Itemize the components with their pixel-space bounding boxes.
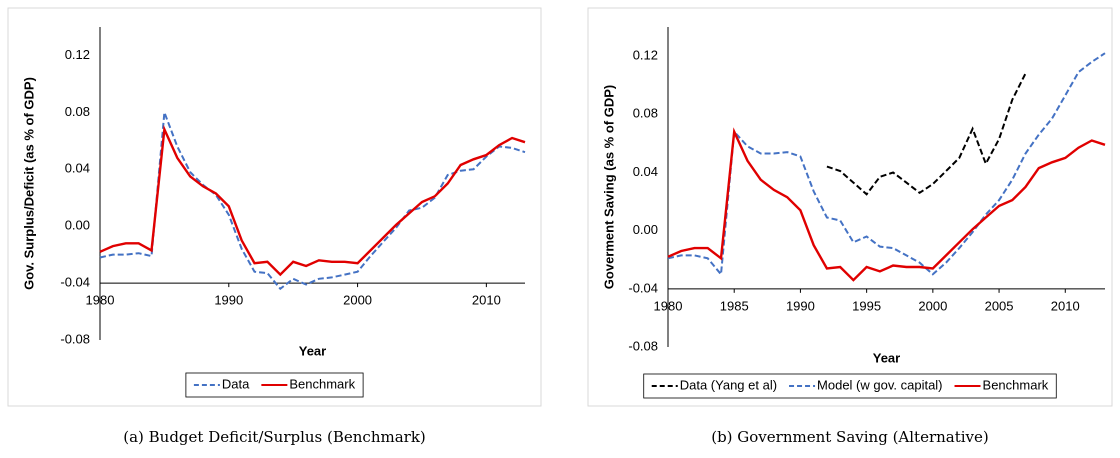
- x-tick-label: 2010: [1051, 298, 1080, 313]
- y-tick-label: 0.00: [65, 218, 90, 233]
- x-tick-label: 1995: [852, 298, 881, 313]
- series-line: [667, 127, 1106, 282]
- legend-label: Benchmark: [289, 376, 355, 391]
- y-tick-label: 0.08: [65, 104, 90, 119]
- x-tick-label: 1980: [86, 293, 115, 308]
- x-tick-label: 1980: [654, 298, 683, 313]
- series-line: [99, 124, 526, 277]
- x-tick-label: 2005: [985, 298, 1014, 313]
- legend-label: Benchmark: [983, 377, 1049, 392]
- y-tick-label: 0.12: [65, 47, 90, 62]
- y-tick-label: 0.08: [633, 106, 658, 121]
- legend-label: Model (w gov. capital): [817, 377, 942, 392]
- x-axis-title: Year: [873, 350, 900, 365]
- x-tick-label: 2000: [918, 298, 947, 313]
- panel-frame: [587, 7, 1113, 407]
- caption: (b) Government Saving (Alternative): [711, 428, 989, 446]
- y-axis-title: Goverment Saving (as % of GDP): [601, 85, 616, 289]
- series-line: [826, 73, 1027, 196]
- y-tick-label: -0.08: [60, 331, 90, 346]
- x-tick-label: 1990: [786, 298, 815, 313]
- x-axis-title: Year: [299, 343, 326, 358]
- y-tick-label: 0.00: [633, 222, 658, 237]
- series-line: [667, 52, 1106, 277]
- y-axis-title: Gov. Surplus/Deficit (as % of GDP): [21, 77, 36, 290]
- x-tick-label: 1990: [214, 293, 243, 308]
- y-tick-label: 0.12: [633, 48, 658, 63]
- legend-label: Data: [222, 376, 250, 391]
- legend-label: Data (Yang et al): [680, 377, 777, 392]
- y-tick-label: 0.04: [633, 164, 658, 179]
- legend: Data (Yang et al) Model (w gov. capital) B…: [643, 373, 1057, 399]
- legend: Data Benchmark: [185, 372, 364, 398]
- y-tick-label: -0.04: [60, 275, 90, 290]
- panel-frame: [7, 7, 542, 407]
- x-tick-label: 1985: [720, 298, 749, 313]
- x-tick-label: 2000: [343, 293, 372, 308]
- y-tick-label: -0.04: [628, 280, 658, 295]
- caption: (a) Budget Deficit/Surplus (Benchmark): [123, 428, 426, 446]
- x-tick-label: 2010: [472, 293, 501, 308]
- y-tick-label: -0.08: [628, 338, 658, 353]
- y-tick-label: 0.04: [65, 161, 90, 176]
- legend-frame: [643, 373, 1057, 399]
